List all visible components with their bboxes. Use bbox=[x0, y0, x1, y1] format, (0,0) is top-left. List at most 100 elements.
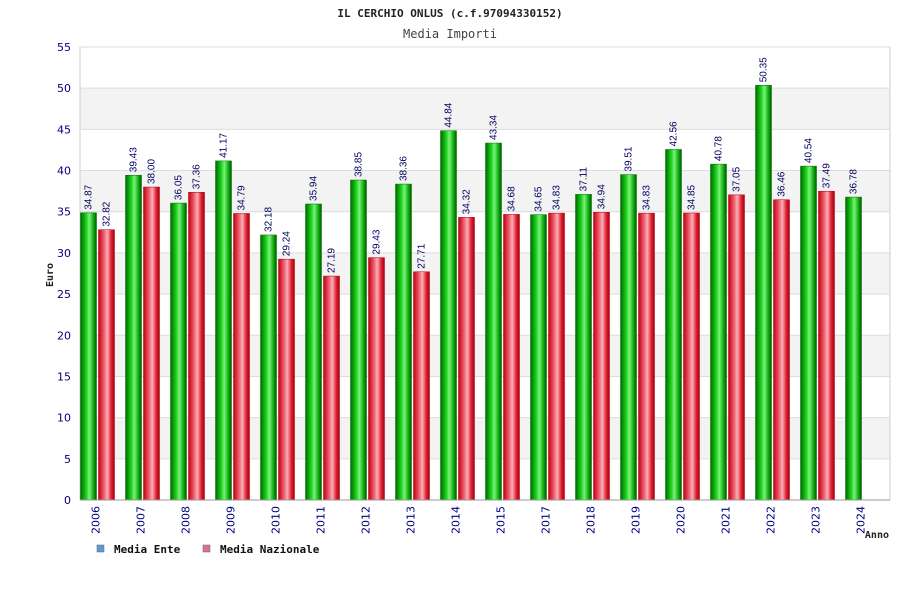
bar-media-nazionale-2022 bbox=[773, 199, 790, 501]
value-label: 34.87 bbox=[84, 184, 95, 209]
y-axis-label: Euro bbox=[45, 263, 56, 287]
value-label: 43.34 bbox=[489, 115, 500, 140]
x-tick-label: 2024 bbox=[855, 506, 868, 534]
bar-media-ente-2009 bbox=[215, 160, 232, 501]
value-label: 34.83 bbox=[642, 185, 653, 210]
x-tick-label: 2010 bbox=[270, 506, 283, 534]
x-tick-label: 2007 bbox=[135, 506, 148, 534]
x-tick-label: 2022 bbox=[765, 506, 778, 534]
value-label: 34.83 bbox=[552, 185, 563, 210]
legend: Media Ente Media Nazionale bbox=[96, 543, 320, 556]
y-axis-ticks: 0 5 10 15 20 25 30 35 40 45 50 55 bbox=[57, 41, 71, 507]
bar-media-ente-2021 bbox=[710, 163, 727, 501]
value-label: 38.36 bbox=[399, 156, 410, 181]
y-tick-label: 45 bbox=[57, 123, 71, 136]
plot-band bbox=[80, 417, 890, 459]
x-tick-label: 2018 bbox=[585, 506, 598, 534]
bar-media-nazionale-2013 bbox=[413, 271, 430, 501]
bar-media-nazionale-2019 bbox=[638, 212, 655, 501]
y-tick-label: 0 bbox=[64, 494, 71, 507]
legend-swatch-media-ente bbox=[96, 544, 105, 553]
x-tick-label: 2017 bbox=[540, 506, 553, 534]
bar-media-nazionale-2021 bbox=[728, 194, 745, 501]
value-label: 38.85 bbox=[354, 152, 365, 177]
y-tick-label: 55 bbox=[57, 41, 71, 54]
plot-band bbox=[80, 335, 890, 377]
y-tick-label: 25 bbox=[57, 288, 71, 301]
value-label: 34.68 bbox=[507, 186, 518, 211]
plot-band bbox=[80, 211, 890, 253]
x-tick-label: 2011 bbox=[315, 506, 328, 534]
chart-title: IL CERCHIO ONLUS (c.f.97094330152) bbox=[337, 7, 562, 20]
plot-band bbox=[80, 47, 890, 89]
bars bbox=[80, 85, 862, 501]
value-label: 37.11 bbox=[579, 167, 590, 192]
bar-media-ente-2020 bbox=[665, 149, 682, 501]
value-label: 36.46 bbox=[777, 171, 788, 196]
chart-subtitle: Media Importi bbox=[403, 27, 497, 41]
x-tick-label: 2013 bbox=[405, 506, 418, 534]
y-tick-label: 40 bbox=[57, 165, 71, 178]
value-label: 37.36 bbox=[192, 164, 203, 189]
x-tick-label: 2009 bbox=[225, 506, 238, 534]
value-label: 34.85 bbox=[687, 184, 698, 209]
plot-band bbox=[80, 88, 890, 130]
plot-band bbox=[80, 458, 890, 500]
plot-band bbox=[80, 170, 890, 212]
bar-media-nazionale-2010 bbox=[278, 258, 295, 501]
value-label: 32.18 bbox=[264, 206, 275, 231]
bar-media-nazionale-2008 bbox=[188, 192, 205, 501]
value-label: 35.94 bbox=[309, 176, 320, 201]
y-tick-label: 20 bbox=[57, 329, 71, 342]
bar-media-ente-2024 bbox=[845, 196, 862, 501]
y-tick-label: 10 bbox=[57, 412, 71, 425]
bar-media-ente-2011 bbox=[305, 203, 322, 501]
bar-media-ente-2022 bbox=[755, 85, 772, 501]
value-label: 39.43 bbox=[129, 147, 140, 172]
x-tick-label: 2014 bbox=[450, 506, 463, 534]
x-axis-ticks: 2006 2007 2008 2009 2010 2011 2012 2013 2014 2015… bbox=[90, 506, 868, 534]
x-tick-label: 2012 bbox=[360, 506, 373, 534]
plot-band bbox=[80, 252, 890, 295]
value-label: 36.05 bbox=[174, 175, 185, 200]
value-label: 34.32 bbox=[462, 189, 473, 214]
y-tick-label: 30 bbox=[57, 247, 71, 260]
value-label: 50.35 bbox=[759, 57, 770, 82]
bar-media-ente-2012 bbox=[350, 179, 367, 501]
bar-media-nazionale-2020 bbox=[683, 212, 700, 501]
bar-media-ente-2013 bbox=[395, 183, 412, 501]
bar-media-nazionale-2023 bbox=[818, 190, 835, 501]
x-tick-label: 2020 bbox=[675, 506, 688, 534]
x-tick-label: 2006 bbox=[90, 506, 103, 534]
bar-media-ente-2006 bbox=[80, 212, 97, 501]
value-label: 34.94 bbox=[597, 184, 608, 209]
bar-media-nazionale-2014 bbox=[458, 217, 475, 501]
value-label: 40.78 bbox=[714, 136, 725, 161]
bar-media-ente-2015 bbox=[485, 142, 502, 501]
value-label: 40.54 bbox=[804, 138, 815, 163]
bar-media-nazionale-2015 bbox=[503, 214, 520, 501]
gridlines bbox=[80, 46, 890, 501]
bar-media-ente-2017 bbox=[530, 214, 547, 501]
bar-media-ente-2023 bbox=[800, 165, 817, 501]
bar-media-nazionale-2007 bbox=[143, 186, 160, 501]
x-tick-label: 2008 bbox=[180, 506, 193, 534]
bar-media-nazionale-2009 bbox=[233, 213, 250, 501]
x-tick-label: 2019 bbox=[630, 506, 643, 534]
x-tick-label: 2015 bbox=[495, 506, 508, 534]
value-label: 39.51 bbox=[624, 146, 635, 171]
value-label: 32.82 bbox=[102, 201, 113, 226]
legend-label-media-nazionale: Media Nazionale bbox=[220, 543, 320, 556]
bar-media-ente-2019 bbox=[620, 174, 637, 501]
bar-media-ente-2010 bbox=[260, 234, 277, 501]
bar-media-nazionale-2017 bbox=[548, 212, 565, 501]
x-axis-label: Anno bbox=[865, 530, 889, 541]
value-label: 27.19 bbox=[327, 248, 338, 273]
x-tick-label: 2023 bbox=[810, 506, 823, 534]
value-label: 37.49 bbox=[822, 163, 833, 188]
value-label: 37.05 bbox=[732, 166, 743, 191]
value-label: 34.65 bbox=[534, 186, 545, 211]
bar-media-nazionale-2018 bbox=[593, 211, 610, 501]
value-label: 36.78 bbox=[849, 169, 860, 194]
